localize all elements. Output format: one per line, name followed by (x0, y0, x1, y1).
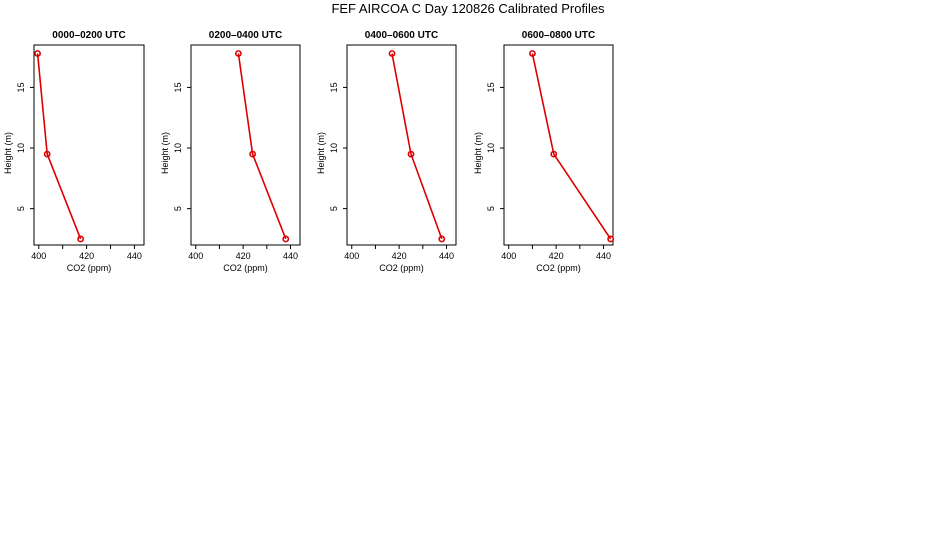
panel-4-data-point (529, 50, 536, 57)
panel-3-title: 0400–0600 UTC (365, 30, 438, 41)
panel-2-data-point (282, 235, 290, 243)
panel-3-x-tick-label: 440 (439, 251, 454, 261)
panel-4-data-point (550, 150, 558, 158)
panel-3-data-point (407, 150, 415, 158)
panel-4-x-tick-label: 440 (596, 251, 611, 261)
figure-title: FEF AIRCOA C Day 120826 Calibrated Profi… (331, 1, 605, 16)
panel-2-y-tick-label: 5 (173, 206, 183, 211)
panel-1-y-axis-label: Height (m) (3, 132, 13, 174)
panel-1-x-tick-label: 440 (127, 251, 142, 261)
panel-1-y-tick-label: 5 (16, 206, 26, 211)
panel-1-x-tick-label: 420 (79, 251, 94, 261)
panel-4-y-tick-label: 15 (486, 82, 496, 92)
panel-1-data-point (34, 50, 41, 57)
panel-4-y-tick-label: 10 (486, 143, 496, 153)
panel-3-x-axis-label: CO2 (ppm) (379, 263, 424, 273)
panel-2-y-axis-label: Height (m) (160, 132, 170, 174)
panel-1-x-tick-label: 400 (31, 251, 46, 261)
panel-4-y-tick-label: 5 (486, 206, 496, 211)
panel-3-x-tick-label: 400 (344, 251, 359, 261)
panel-2-x-tick-label: 420 (236, 251, 251, 261)
panel-1-data-point (43, 150, 51, 158)
panel-3-y-tick-label: 5 (329, 206, 339, 211)
panel-2-x-axis-label: CO2 (ppm) (223, 263, 268, 273)
panel-3-data-point (388, 50, 396, 57)
panel-1-y-tick-label: 10 (16, 143, 26, 153)
panel-4-y-axis-label: Height (m) (473, 132, 483, 174)
panel-3-y-tick-label: 10 (329, 143, 339, 153)
panel-2-frame (190, 44, 301, 246)
panel-2-x-tick-label: 400 (188, 251, 203, 261)
panel-3-series-line (391, 53, 443, 240)
panel-3-frame (346, 44, 457, 246)
panel-2-y-tick-label: 15 (173, 82, 183, 92)
panel-2-series-line (237, 53, 287, 240)
panel-4-x-tick-label: 400 (501, 251, 516, 261)
panel-2-title: 0200–0400 UTC (209, 30, 282, 41)
panel-3-x-tick-label: 420 (392, 251, 407, 261)
panel-1-y-tick-label: 15 (16, 82, 26, 92)
panel-1-frame (33, 44, 145, 246)
panel-4-series-line (531, 53, 612, 240)
panel-4-x-axis-label: CO2 (ppm) (536, 263, 581, 273)
panel-2-y-tick-label: 10 (173, 143, 183, 153)
panel-1-data-point (77, 235, 85, 243)
panel-4-title: 0600–0800 UTC (522, 30, 595, 41)
panel-4-x-tick-label: 420 (549, 251, 564, 261)
panel-2-data-point (234, 50, 242, 57)
panel-1-series-line (36, 53, 82, 240)
panel-3-data-point (438, 235, 446, 243)
panel-3-y-tick-label: 15 (329, 82, 339, 92)
panel-3-y-axis-label: Height (m) (316, 132, 326, 174)
panel-1-title: 0000–0200 UTC (52, 30, 125, 41)
panel-2-data-point (249, 150, 257, 158)
panel-1-x-axis-label: CO2 (ppm) (67, 263, 112, 273)
panel-4-frame (503, 44, 614, 246)
panel-2-x-tick-label: 440 (283, 251, 298, 261)
panel-4-data-point (607, 235, 615, 243)
